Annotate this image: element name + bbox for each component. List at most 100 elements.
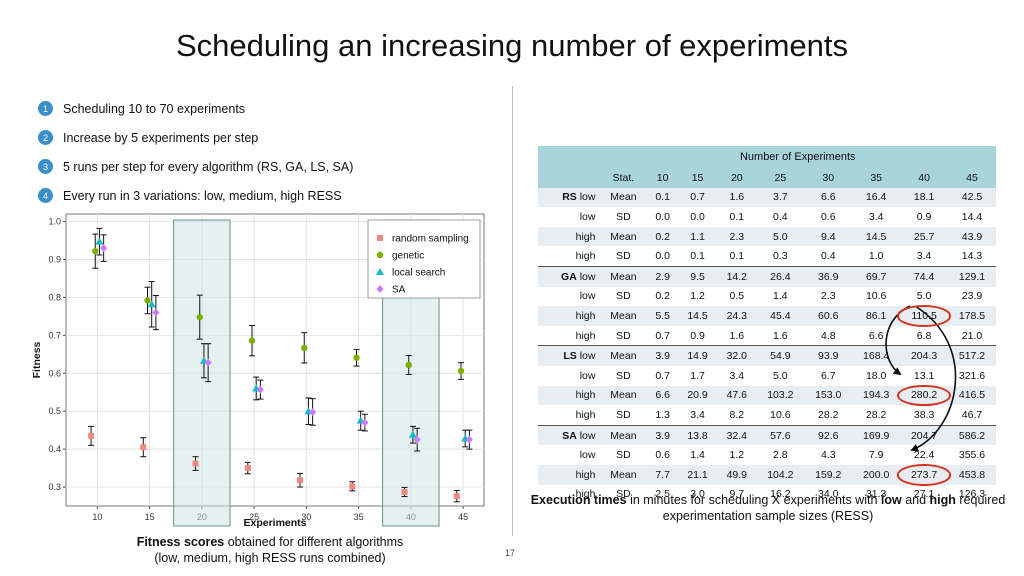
table-row: RS low Mean 0.1 0.7 1.6 3.7 6.6 16.4 18.1 42.5 [538,187,996,208]
table-cell: 9.7 [729,488,745,501]
ress-label: low [579,191,596,204]
data-point-genetic [144,297,151,304]
table-cell: 57.6 [756,424,805,446]
table-row: high SD 2.5 3.0 9.7 16.2 34.0 31.3 27.1 126.3 [538,485,996,505]
data-point-local-search [408,430,417,438]
ress-label: high [575,329,596,342]
table-cell: 0.0 [690,210,705,223]
table-cell: 9.4 [804,226,853,247]
table-cell: 104.2 [756,464,805,485]
stat-cell: Mean [599,385,648,406]
legend-label: SA [392,285,406,296]
data-point-genetic [457,367,465,375]
table-row: high Mean 7.7 21.1 49.9 104.2 159.2 200.0 273.7 4… [538,464,996,485]
data-point-genetic [248,337,256,344]
table-cell: 16.2 [770,488,791,501]
stat-cell: SD [616,290,631,303]
table-cell: 14.9 [677,345,718,366]
execution-times-table: Number of Experiments Stat. 10 15 20 25 30 35 4… [538,146,996,504]
table-cell: 86.1 [852,306,901,326]
table-cell: 0.7 [655,369,670,382]
table-column-header: Stat. [599,168,648,188]
y-tick-label: 0.7 [48,330,61,340]
table-cell: 18.1 [900,187,949,208]
table-cell: 129.1 [948,265,996,287]
table-cell: 8.2 [729,408,745,421]
table-column-header: 40 [900,168,949,188]
bullet-text: Scheduling 10 to 70 experiments [63,101,246,116]
table-cell: 0.0 [655,250,670,263]
table-cell: 6.6 [868,329,884,342]
table-cell: 178.5 [948,306,996,326]
table-cell: 168.4 [852,345,901,366]
arrow-ga-to-sa [910,305,957,452]
table-cell: 1.6 [717,187,757,208]
table-cell: 69.7 [852,265,901,287]
table-caption-line2: experimentation sample sizes (RESS) [662,509,874,523]
page-number: 17 [505,548,516,558]
table-cell: 93.9 [804,345,853,366]
bullet-text: Every run in 3 variations: low, medium, … [63,188,342,203]
y-axis-label: Fitness [31,341,43,378]
table-cell: 34.0 [818,488,839,501]
table-row: high Mean 0.2 1.1 2.3 5.0 9.4 14.5 25.7 43.9 [538,226,996,247]
table-cell: 2.8 [773,449,788,462]
table-cell: 18.0 [865,369,887,382]
table-group-header: Number of Experiments [599,146,996,168]
table-body: RS low Mean 0.1 0.7 1.6 3.7 6.6 16.4 18.1 42.5 low… [538,187,996,505]
bullet-number: 1 [38,101,53,116]
table-cell: 54.9 [756,345,805,366]
table-caption-bold-2: low [880,493,902,507]
table-cell: 103.2 [756,385,805,406]
bullet-number: 3 [38,159,53,174]
table-cell: 27.1 [913,488,935,501]
table-column-header: 45 [948,168,996,188]
table-column-header: 25 [756,168,805,188]
data-point-random-sampling [244,465,251,472]
table-cell: 517.2 [948,345,996,366]
table-row: low SD 0.7 1.7 3.4 5.0 6.7 18.0 13.1 321.6 [538,366,996,386]
x-tick-label: 15 [145,512,155,522]
table-cell: 0.1 [647,187,678,208]
bullet-item: 1 Scheduling 10 to 70 experiments [38,94,353,123]
legend-label: local search [392,268,445,279]
table-row: high Mean 6.6 20.9 47.6 103.2 153.0 194.3 280.2 4… [538,385,996,406]
stat-cell: Mean [599,424,648,446]
stat-cell: Mean [599,345,648,366]
data-point-sa [204,358,212,367]
table-cell: 24.3 [717,306,757,326]
algorithm-label: LS [563,350,577,363]
table-cell: 60.6 [804,306,853,326]
table-cell: 200.0 [852,464,901,485]
table-row-label: low [538,207,599,227]
table-cell: 31.3 [865,488,887,501]
table-cell: 43.9 [948,226,996,247]
legend-marker [376,268,384,275]
data-point-sa [309,407,317,416]
table-cell: 586.2 [948,424,996,446]
ress-label: low [579,369,596,382]
ress-label: low [579,429,596,442]
table-cell: 14.2 [717,265,757,287]
table-cell: 6.8 [916,329,932,342]
data-point-sa [152,308,160,317]
table-cell: 0.0 [655,210,670,223]
table-row-label: low [538,287,599,307]
table-cell: 5.5 [647,306,678,326]
table-column-header-row: Stat. 10 15 20 25 30 35 40 45 [538,168,996,188]
data-point-random-sampling [453,493,460,500]
y-tick-label: 1.0 [48,217,61,227]
table-cell: 1.2 [690,290,705,303]
y-tick-label: 0.5 [48,406,61,416]
table-cell: 0.2 [655,290,670,303]
table-caption-bold-1: Execution times [530,493,627,507]
table-row-label: high [538,306,600,326]
table-column-header: 35 [852,168,901,188]
table-cell: 14.3 [961,250,983,263]
data-point-local-search [147,300,156,308]
table-row-label: high [538,385,600,406]
table-cell: 2.5 [655,488,670,501]
ress-label: high [575,230,596,243]
table-cell: 1.2 [729,449,745,462]
